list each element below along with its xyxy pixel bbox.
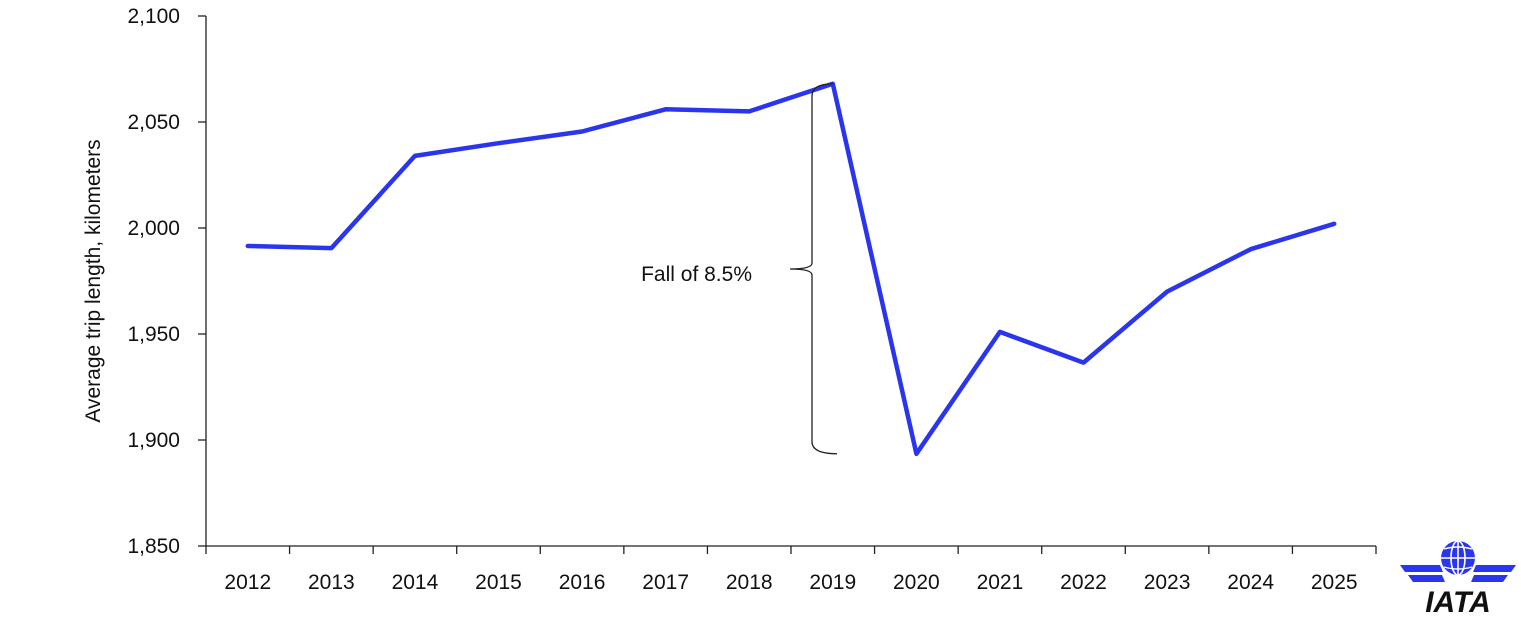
x-tick-label: 2024 bbox=[1227, 571, 1274, 594]
x-tick-label: 2015 bbox=[475, 571, 522, 594]
y-tick-label: 1,850 bbox=[127, 535, 180, 558]
y-tick-label: 2,100 bbox=[127, 5, 180, 28]
y-tick-label: 2,050 bbox=[127, 111, 180, 134]
series-line bbox=[245, 81, 1337, 457]
y-tick-label: 1,950 bbox=[127, 323, 180, 346]
x-tick-label: 2020 bbox=[893, 571, 940, 594]
x-tick-label: 2012 bbox=[224, 571, 271, 594]
x-tick-label: 2023 bbox=[1144, 571, 1191, 594]
fall-annotation: Fall of 8.5% bbox=[641, 83, 838, 455]
y-axis: 1,850 1,900 1,950 2,000 2,050 2,100 bbox=[127, 5, 207, 558]
series-group bbox=[245, 81, 1337, 457]
x-tick-label: 2018 bbox=[726, 571, 773, 594]
y-tick-label: 1,900 bbox=[127, 429, 180, 452]
x-tick-label: 2013 bbox=[308, 571, 355, 594]
x-tick-label: 2019 bbox=[809, 571, 856, 594]
annotation-brace bbox=[789, 83, 838, 455]
y-tick-label: 2,000 bbox=[127, 217, 180, 240]
wings-icon bbox=[1400, 565, 1516, 582]
logo-text: IATA bbox=[1425, 586, 1491, 619]
x-tick-label: 2021 bbox=[977, 571, 1024, 594]
x-axis: 2012 2013 2014 2015 2016 2017 2018 2019 2020 2021… bbox=[205, 545, 1377, 594]
x-tick-label: 2014 bbox=[392, 571, 439, 594]
globe-icon bbox=[1441, 540, 1475, 576]
iata-logo: IATA bbox=[1400, 540, 1516, 619]
x-tick-label: 2022 bbox=[1060, 571, 1107, 594]
y-axis-label: Average trip length, kilometers bbox=[82, 139, 105, 422]
x-tick-label: 2025 bbox=[1311, 571, 1358, 594]
annotation-label: Fall of 8.5% bbox=[641, 263, 752, 286]
x-tick-label: 2017 bbox=[642, 571, 689, 594]
x-tick-label: 2016 bbox=[559, 571, 606, 594]
